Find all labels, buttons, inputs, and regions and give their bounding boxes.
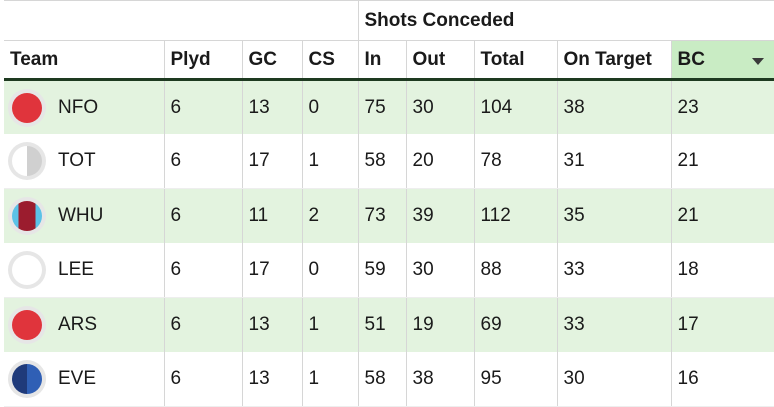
- cell-on-target: 33: [556, 243, 671, 298]
- cell-bc: 21: [670, 188, 774, 243]
- column-header-bc-label: BC: [677, 48, 705, 70]
- ars-badge-icon: [8, 306, 46, 344]
- cell-cs: 1: [301, 134, 358, 189]
- cell-bc: 21: [670, 134, 774, 189]
- cell-on-target: 33: [556, 297, 671, 352]
- cell-in: 58: [357, 134, 406, 189]
- cell-total: 112: [473, 188, 557, 243]
- column-header-on-target[interactable]: On Target: [556, 40, 671, 81]
- team-cell: LEE: [4, 243, 164, 298]
- cell-on-target: 31: [556, 134, 671, 189]
- cell-plyd: 6: [163, 188, 242, 243]
- cell-in: 73: [357, 188, 406, 243]
- table-body: NFO 6 13 0 75 30 104 38 23 TOT 6 17 1 58 20 78 31 21 WHU 6 1…: [4, 79, 774, 407]
- team-cell: WHU: [4, 188, 164, 243]
- cell-in: 58: [357, 352, 406, 407]
- cell-total: 95: [473, 352, 557, 407]
- cell-plyd: 6: [163, 352, 242, 407]
- nfo-badge-icon: [8, 88, 46, 127]
- team-cell: NFO: [4, 79, 164, 134]
- sort-descending-icon[interactable]: [752, 57, 764, 65]
- cell-total: 69: [473, 297, 557, 352]
- eve-badge-icon: [8, 360, 46, 398]
- cell-out: 20: [405, 134, 474, 189]
- cell-gc: 17: [241, 134, 302, 189]
- column-header-out[interactable]: Out: [405, 40, 474, 81]
- stats-table: Shots Conceded Team Plyd GC CS In Out To…: [4, 0, 774, 407]
- table-row[interactable]: EVE 6 13 1 58 38 95 30 16: [4, 352, 774, 407]
- cell-plyd: 6: [163, 134, 242, 189]
- cell-cs: 1: [301, 297, 358, 352]
- cell-out: 30: [405, 243, 474, 298]
- team-name: EVE: [58, 368, 97, 389]
- cell-cs: 0: [301, 243, 358, 298]
- team-name: ARS: [58, 314, 98, 335]
- column-header-gc[interactable]: GC: [241, 40, 302, 81]
- lee-badge-icon: [8, 251, 46, 289]
- table-row[interactable]: TOT 6 17 1 58 20 78 31 21: [4, 134, 774, 189]
- cell-in: 51: [357, 297, 406, 352]
- column-header-row: Team Plyd GC CS In Out Total On Target B…: [4, 40, 774, 81]
- cell-gc: 13: [241, 352, 302, 407]
- team-name: WHU: [58, 205, 104, 226]
- cell-gc: 13: [241, 297, 302, 352]
- tot-badge-icon: [8, 142, 46, 180]
- team-cell: ARS: [4, 297, 164, 352]
- group-header-shots-conceded: Shots Conceded: [357, 0, 774, 41]
- team-name: TOT: [58, 150, 96, 171]
- cell-bc: 18: [670, 243, 774, 298]
- column-group-row: Shots Conceded: [4, 0, 774, 41]
- cell-out: 30: [405, 79, 474, 134]
- cell-cs: 2: [301, 188, 358, 243]
- column-header-plyd[interactable]: Plyd: [163, 40, 242, 81]
- group-header-spacer: [4, 0, 358, 41]
- cell-bc: 17: [670, 297, 774, 352]
- table-row[interactable]: ARS 6 13 1 51 19 69 33 17: [4, 297, 774, 352]
- cell-on-target: 38: [556, 79, 671, 134]
- team-name: NFO: [58, 96, 99, 118]
- column-header-cs[interactable]: CS: [301, 40, 358, 81]
- cell-plyd: 6: [163, 297, 242, 352]
- cell-cs: 0: [301, 79, 358, 134]
- cell-in: 59: [357, 243, 406, 298]
- column-header-team[interactable]: Team: [4, 40, 164, 81]
- cell-out: 19: [405, 297, 474, 352]
- cell-cs: 1: [301, 352, 358, 407]
- cell-gc: 11: [241, 188, 302, 243]
- cell-bc: 16: [670, 352, 774, 407]
- cell-gc: 13: [241, 79, 302, 134]
- team-cell: EVE: [4, 352, 164, 407]
- whu-badge-icon: [8, 197, 46, 235]
- table-row[interactable]: WHU 6 11 2 73 39 112 35 21: [4, 188, 774, 243]
- cell-on-target: 30: [556, 352, 671, 407]
- cell-out: 39: [405, 188, 474, 243]
- table-row[interactable]: NFO 6 13 0 75 30 104 38 23: [4, 79, 774, 134]
- column-header-total[interactable]: Total: [473, 40, 557, 81]
- cell-plyd: 6: [163, 79, 242, 134]
- column-header-bc[interactable]: BC: [670, 40, 774, 81]
- cell-bc: 23: [670, 79, 774, 134]
- cell-plyd: 6: [163, 243, 242, 298]
- cell-out: 38: [405, 352, 474, 407]
- cell-gc: 17: [241, 243, 302, 298]
- column-header-in[interactable]: In: [357, 40, 406, 81]
- team-cell: TOT: [4, 134, 164, 189]
- cell-on-target: 35: [556, 188, 671, 243]
- cell-total: 104: [473, 79, 557, 134]
- cell-in: 75: [357, 79, 406, 134]
- cell-total: 78: [473, 134, 557, 189]
- table-row[interactable]: LEE 6 17 0 59 30 88 33 18: [4, 243, 774, 298]
- team-name: LEE: [58, 259, 94, 280]
- cell-total: 88: [473, 243, 557, 298]
